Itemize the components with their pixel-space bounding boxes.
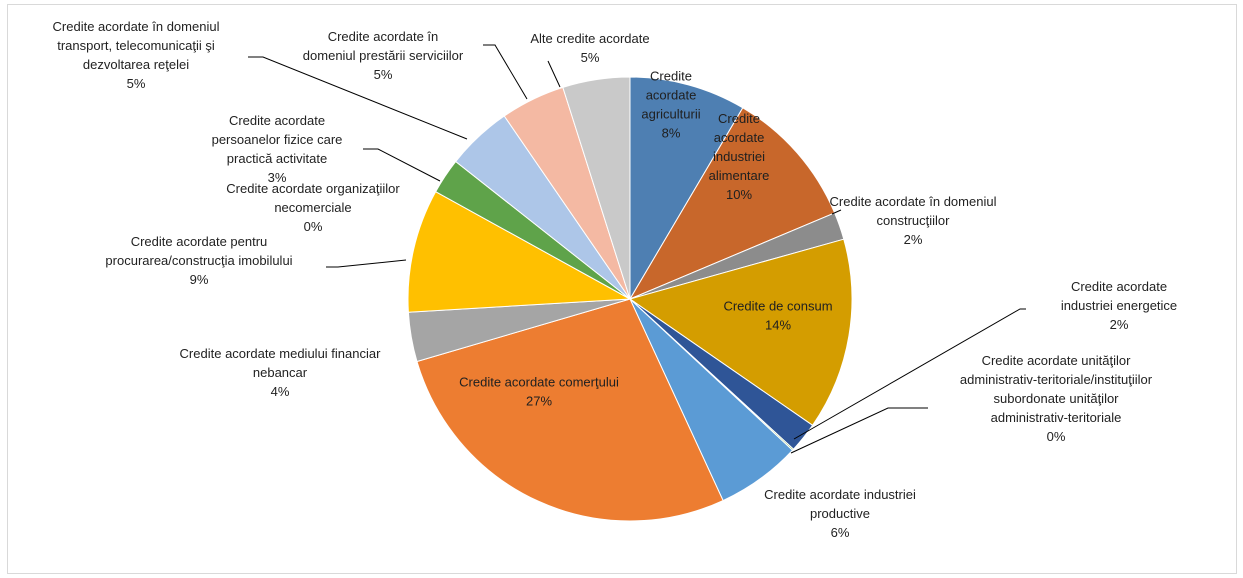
slice-6-label-line: subordonate unităţilor (993, 391, 1119, 406)
slice-5-percent: 2% (1110, 317, 1129, 332)
slice-3-percent: 2% (904, 232, 923, 247)
slice-9-label-line: Credite acordate mediului financiar (180, 346, 382, 361)
slice-13-label-line: dezvoltarea reţelei (83, 57, 189, 72)
slice-8-data-label: Credite acordate comerţului 27% (459, 375, 619, 409)
slice-6-label-line: administrativ-teritoriale (991, 410, 1122, 425)
slice-9-label-line: nebancar (253, 365, 308, 380)
slice-10-percent: 9% (190, 272, 209, 287)
slice-12-label-line: practică activitate (227, 151, 327, 166)
slice-12-data-label: Credite acordate persoanelor fizice care p… (212, 113, 343, 185)
slice-13-label-line: transport, telecomunicaţii şi (57, 38, 215, 53)
slice-11-data-label: Credite acordate organizaţiilor necomerci… (226, 181, 400, 234)
slice-9-percent: 4% (271, 384, 290, 399)
slice-8-label-line: Credite acordate comerţului (459, 375, 619, 390)
slice-5-data-label: Credite acordate industriei energetice 2% (1061, 279, 1177, 332)
slice-2-label-line: industriei (713, 149, 765, 164)
pie-chart: Credite acordate agriculturii 8% Credite acor… (53, 19, 1178, 540)
slice-9-data-label: Credite acordate mediului financiar neban… (180, 346, 382, 399)
slice-15-percent: 5% (581, 50, 600, 65)
slice-14-leader-line (483, 44, 528, 100)
slice-3-label-line: Credite acordate în domeniul (830, 194, 997, 209)
slice-12-leader-line (363, 148, 441, 182)
slice-1-label-line: acordate (646, 88, 697, 103)
slice-12-percent: 3% (268, 170, 287, 185)
slice-13-leader-line (248, 56, 468, 140)
slice-1-percent: 8% (662, 126, 681, 141)
slice-5-label-line: industriei energetice (1061, 298, 1177, 313)
slice-10[interactable] (407, 190, 632, 313)
slice-2-label-line: alimentare (709, 168, 770, 183)
slice-12-label-line: Credite acordate (229, 113, 325, 128)
slice-3-label-line: construcţiilor (877, 213, 951, 228)
slice-10-leader-line (326, 259, 407, 268)
slice-8[interactable] (416, 298, 724, 522)
slice-15[interactable] (562, 76, 631, 300)
slice-15-leader-line (547, 60, 561, 88)
slice-10-label-line: procurarea/construcţia imobilului (105, 253, 292, 268)
chart-frame: Credite acordate agriculturii 8% Credite acor… (7, 4, 1237, 574)
slice-13-label-line: Credite acordate în domeniul (53, 19, 220, 34)
leader-lines (248, 44, 1026, 454)
slice-13-percent: 5% (127, 76, 146, 91)
slice-2[interactable] (628, 107, 836, 301)
slice-5-label-line: Credite acordate (1071, 279, 1167, 294)
slice-14-percent: 5% (374, 67, 393, 82)
slice-6-percent: 0% (1047, 429, 1066, 444)
pie-slices (407, 76, 853, 522)
slice-6-label-line: administrativ-teritoriale/instituţiilor (960, 372, 1153, 387)
slice-15-label-line: Alte credite acordate (530, 31, 649, 46)
slice-1-label-line: agriculturii (641, 107, 700, 122)
slice-2-percent: 10% (726, 187, 752, 202)
slice-2-data-label: Credite acordate industriei alimentare 10% (709, 111, 770, 202)
slice-4-data-label: Credite de consum 14% (723, 299, 832, 333)
slice-2-label-line: Credite (718, 111, 760, 126)
slice-11-label-line: Credite acordate organizaţiilor (226, 181, 400, 196)
slice-15-data-label: Alte credite acordate 5% (530, 31, 649, 65)
slice-7-data-label: Credite acordate industriei productive 6% (764, 487, 916, 540)
slice-12-label-line: persoanelor fizice care (212, 132, 343, 147)
slice-11-label-line: necomerciale (274, 200, 351, 215)
slice-11-percent: 0% (304, 219, 323, 234)
slice-1[interactable] (629, 76, 744, 301)
slice-10-label-line: Credite acordate pentru (131, 234, 268, 249)
slice-4-percent: 14% (765, 318, 791, 333)
slice-3-leader-line (831, 209, 842, 215)
slice-3-data-label: Credite acordate în domeniul construcţiil… (830, 194, 997, 247)
slice-14-data-label: Credite acordate în domeniul prestării se… (303, 29, 464, 82)
slice-8-percent: 27% (526, 394, 552, 409)
slice-1-label-line: Credite (650, 69, 692, 84)
slice-6-data-label: Credite acordate unităţilor administrativ… (960, 353, 1153, 444)
slice-4-label-line: Credite de consum (723, 299, 832, 314)
slice-7-label-line: productive (810, 506, 870, 521)
slice-10-data-label: Credite acordate pentru procurarea/constr… (105, 234, 292, 287)
slice-14-label-line: Credite acordate în (328, 29, 439, 44)
slice-7-percent: 6% (831, 525, 850, 540)
slice-7-label-line: Credite acordate industriei (764, 487, 916, 502)
slice-2-label-line: acordate (714, 130, 765, 145)
slice-5-leader-line (793, 308, 1026, 440)
slice-6-label-line: Credite acordate unităţilor (982, 353, 1132, 368)
slice-6-leader-line (790, 407, 928, 454)
data-labels: Credite acordate agriculturii 8% Credite acor… (53, 19, 1178, 540)
slice-14-label-line: domeniul prestării serviciilor (303, 48, 464, 63)
slice-4[interactable] (628, 238, 853, 426)
slice-1-data-label: Credite acordate agriculturii 8% (641, 69, 700, 141)
slice-13-data-label: Credite acordate în domeniul transport, t… (53, 19, 220, 91)
